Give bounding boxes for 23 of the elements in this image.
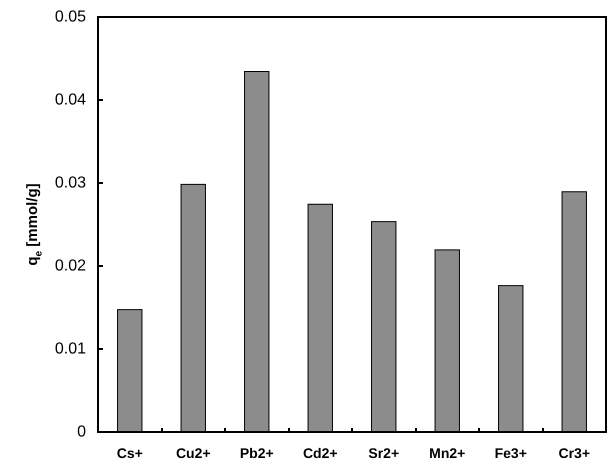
y-tick-label: 0.01 xyxy=(54,340,86,358)
x-tick-label: Cs+ xyxy=(116,445,143,461)
bar xyxy=(117,309,142,432)
bar xyxy=(308,204,333,432)
y-axis-title: qe [mmol/g] xyxy=(24,183,44,266)
x-tick-label: Cd2+ xyxy=(302,445,338,461)
x-tick-label: Cu2+ xyxy=(176,445,211,461)
bar xyxy=(371,221,396,432)
x-tick-label: Cr3+ xyxy=(558,445,590,461)
y-tick-label: 0.05 xyxy=(54,8,86,26)
y-tick-label: 0 xyxy=(77,424,86,440)
x-tick-label: Sr2+ xyxy=(368,445,400,461)
x-tick-label: Fe3+ xyxy=(494,445,527,461)
bar xyxy=(244,70,270,432)
y-tick-label: 0.03 xyxy=(54,174,86,192)
bar xyxy=(180,184,206,432)
y-tick-label: 0.02 xyxy=(54,258,86,274)
y-tick-label: 0.04 xyxy=(54,92,86,108)
x-tick-label: Pb2+ xyxy=(240,445,274,461)
bar xyxy=(498,285,524,432)
bar xyxy=(434,249,460,432)
x-tick-label: Mn2+ xyxy=(429,445,466,461)
bar xyxy=(562,191,587,432)
